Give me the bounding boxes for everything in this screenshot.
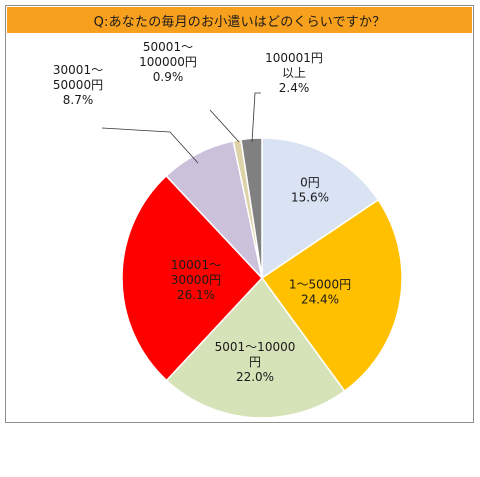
slice-value-label: 22.0% (236, 370, 274, 384)
slice-label-4: 30001〜 50000円 8.7% (53, 63, 103, 107)
slice-category-label: 30001〜 (53, 63, 103, 77)
leader-line-5 (209, 109, 240, 143)
slice-category-label: 100001円 (265, 51, 323, 65)
slice-category-label: 50000円 (53, 78, 103, 92)
slice-label-6: 100001円以上 2.4% (265, 51, 323, 95)
slice-category-label: 100000円 (139, 55, 197, 69)
slice-value-label: 8.7% (63, 93, 94, 107)
leader-line-6 (251, 92, 261, 143)
slice-category-label: 50001〜 (143, 40, 193, 54)
slice-value-label: 2.4% (279, 81, 310, 95)
slice-category-label: 1〜5000円 (289, 278, 351, 292)
slice-label-5: 50001〜 100000円 0.9% (139, 40, 197, 84)
slice-label-2: 5001〜10000 円 22.0% (215, 340, 296, 384)
slice-category-label: 0円 (300, 176, 320, 190)
slice-category-label: 30000円 (171, 273, 221, 287)
title-bar: Q:あなたの毎月のお小遣いはどのくらいですか？ (7, 7, 472, 33)
chart-title: Q:あなたの毎月のお小遣いはどのくらいですか？ (93, 14, 386, 30)
slice-label-1: 1〜5000円 24.4% (289, 278, 351, 307)
pie-slice-3 (121, 174, 264, 382)
pie-slice-1 (260, 198, 403, 393)
pie-slice-2 (165, 276, 346, 419)
slice-category-label: 円 (249, 355, 261, 369)
slice-category-label: 5001〜10000 (215, 340, 296, 354)
slice-value-label: 15.6% (291, 191, 329, 205)
slice-category-label: 以上 (282, 66, 306, 80)
slice-value-label: 24.4% (301, 293, 339, 307)
slice-value-label: 26.1% (177, 288, 215, 302)
slice-category-label: 10001〜 (171, 258, 221, 272)
slice-label-3: 10001〜 30000円 26.1% (171, 258, 221, 302)
pie-slice-0 (261, 137, 380, 280)
pie-slice-6 (240, 137, 263, 279)
slice-value-label: 0.9% (153, 70, 184, 84)
slice-label-0: 0円 15.6% (291, 176, 329, 205)
leader-line-4 (101, 127, 199, 164)
